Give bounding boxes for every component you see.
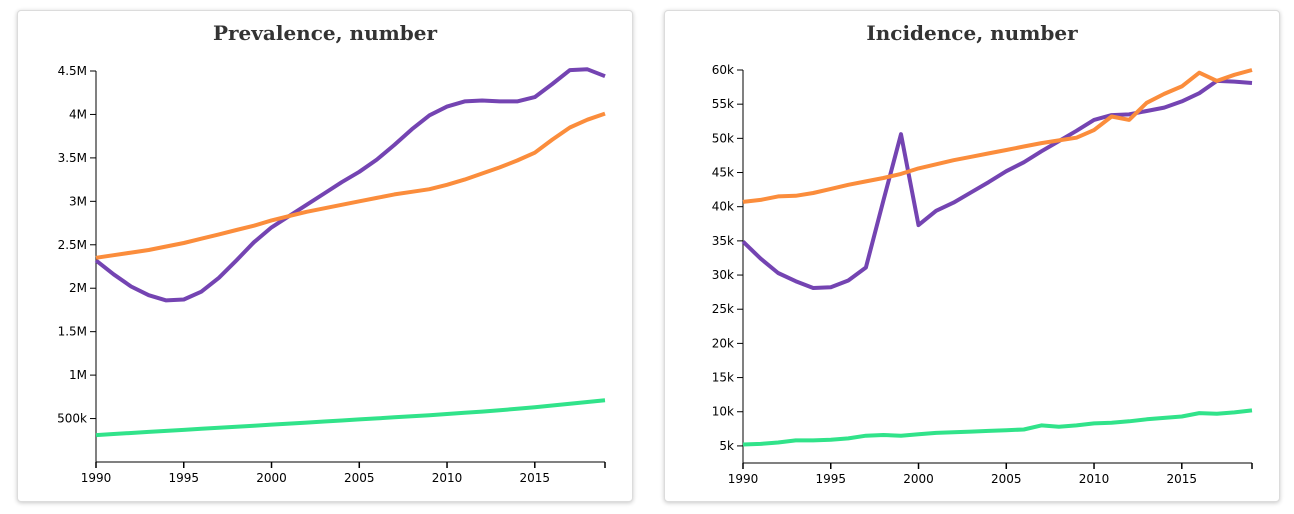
y-tick-label: 50k <box>712 131 734 145</box>
x-tick-label: 2015 <box>1167 472 1198 486</box>
y-tick-label: 15k <box>712 371 734 385</box>
x-tick-label: 2005 <box>991 472 1022 486</box>
y-tick-label: 20k <box>712 336 734 350</box>
x-tick-label: 1995 <box>168 471 199 485</box>
chart-title: Incidence, number <box>866 21 1078 45</box>
series-line-3 <box>742 408 1253 447</box>
y-tick-label: 45k <box>712 166 734 180</box>
y-tick-label: 55k <box>712 97 734 111</box>
x-tick-label: 2000 <box>903 472 934 486</box>
y-tick-label: 5k <box>719 439 734 453</box>
prevalence-chart-svg: 500k 1M 1.5M 2M 2.5M 3M 3.5M 4M 4.5M 1990 1995 2000… <box>57 64 606 485</box>
series-line-1 <box>741 78 1253 290</box>
y-tick-label: 35k <box>712 234 734 248</box>
y-tick-label: 30k <box>712 268 734 282</box>
prevalence-chart-panel: Prevalence, number 500k 1M 1.5M 2M 2.5M 3M 3.5… <box>17 10 633 502</box>
series-line-1 <box>94 67 606 303</box>
y-tick-label: 3M <box>69 194 87 208</box>
y-tick-label: 10k <box>712 405 734 419</box>
y-tick-label: 2M <box>69 281 87 295</box>
x-tick-label: 2010 <box>1079 472 1110 486</box>
y-tick-label: 4.5M <box>58 64 87 78</box>
y-tick-label: 25k <box>712 302 734 316</box>
y-tick-label: 3.5M <box>58 151 87 165</box>
x-tick-label: 1990 <box>728 472 759 486</box>
y-tick-label: 4M <box>69 107 87 121</box>
x-tick-label: 2015 <box>520 471 551 485</box>
y-tick-label: 1M <box>69 368 87 382</box>
x-tick-label: 1990 <box>81 471 112 485</box>
incidence-chart-svg: 5k 10k 15k 20k 25k 30k 35k 40k 45k 50k 55k 60k 1990 1… <box>712 63 1253 486</box>
x-tick-label: 2010 <box>432 471 463 485</box>
x-tick-label: 2005 <box>344 471 375 485</box>
y-tick-label: 60k <box>712 63 734 77</box>
chart-title: Prevalence, number <box>212 21 438 45</box>
series-line-3 <box>95 398 606 438</box>
y-tick-label: 2.5M <box>58 238 87 252</box>
y-tick-label: 1.5M <box>58 325 87 339</box>
series-line-2 <box>95 111 606 260</box>
y-tick-label: 500k <box>57 412 87 426</box>
x-tick-label: 1995 <box>815 472 846 486</box>
x-tick-label: 2000 <box>256 471 287 485</box>
incidence-chart-panel: Incidence, number 5k 10k 15k 20k 25k 30k 35k 40… <box>664 10 1280 502</box>
y-tick-label: 40k <box>712 200 734 214</box>
series-line-2 <box>742 68 1253 204</box>
